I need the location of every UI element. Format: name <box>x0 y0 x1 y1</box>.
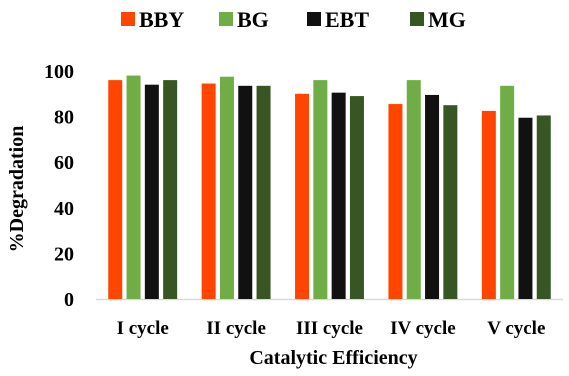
bar-bby-4 <box>388 104 403 299</box>
legend: BBY BG EBT MG <box>121 7 466 32</box>
bars <box>108 75 551 300</box>
y-tick-label: 60 <box>54 152 74 174</box>
legend-label-mg: MG <box>428 7 466 32</box>
bar-mg-3 <box>349 96 364 299</box>
bar-bby-2 <box>201 83 216 299</box>
bar-ebt-2 <box>238 85 253 299</box>
bar-bby-3 <box>295 93 310 299</box>
legend-swatch-mg <box>410 12 424 26</box>
x-tick-label: IV cycle <box>390 318 456 339</box>
y-tick-label: 20 <box>54 243 74 265</box>
x-axis-title: Catalytic Efficiency <box>249 347 417 369</box>
bar-mg-4 <box>443 105 458 299</box>
y-axis: 0 20 40 60 80 100 <box>44 61 74 311</box>
bar-bg-2 <box>219 76 234 299</box>
x-tick-label: V cycle <box>487 318 545 339</box>
y-tick-label: 100 <box>44 61 74 83</box>
y-axis-title: %Degradation <box>6 126 28 253</box>
x-axis: I cycle II cycle III cycle IV cycle V cycle <box>96 298 563 339</box>
bar-ebt-1 <box>144 84 159 300</box>
bar-mg-1 <box>163 80 178 300</box>
legend-label-bby: BBY <box>139 7 184 32</box>
bar-ebt-3 <box>331 92 346 299</box>
x-tick-label: I cycle <box>117 318 169 339</box>
bar-mg-5 <box>536 115 551 300</box>
bar-ebt-5 <box>518 117 533 300</box>
legend-swatch-ebt <box>307 12 321 26</box>
bar-bby-5 <box>481 110 496 300</box>
x-tick-label: III cycle <box>296 318 363 339</box>
legend-swatch-bby <box>121 12 135 26</box>
bar-bby-1 <box>108 80 123 300</box>
bar-bg-1 <box>126 75 141 299</box>
bar-ebt-4 <box>425 94 440 299</box>
bar-mg-2 <box>256 85 271 299</box>
bar-bg-3 <box>313 80 328 300</box>
y-tick-label: 40 <box>54 198 74 220</box>
legend-swatch-bg <box>219 12 233 26</box>
legend-label-ebt: EBT <box>325 7 369 32</box>
bar-bg-5 <box>500 85 515 299</box>
y-tick-label: 0 <box>64 289 74 311</box>
bar-bg-4 <box>406 80 421 300</box>
y-tick-label: 80 <box>54 107 74 129</box>
x-tick-label: II cycle <box>206 318 266 339</box>
legend-label-bg: BG <box>237 7 269 32</box>
